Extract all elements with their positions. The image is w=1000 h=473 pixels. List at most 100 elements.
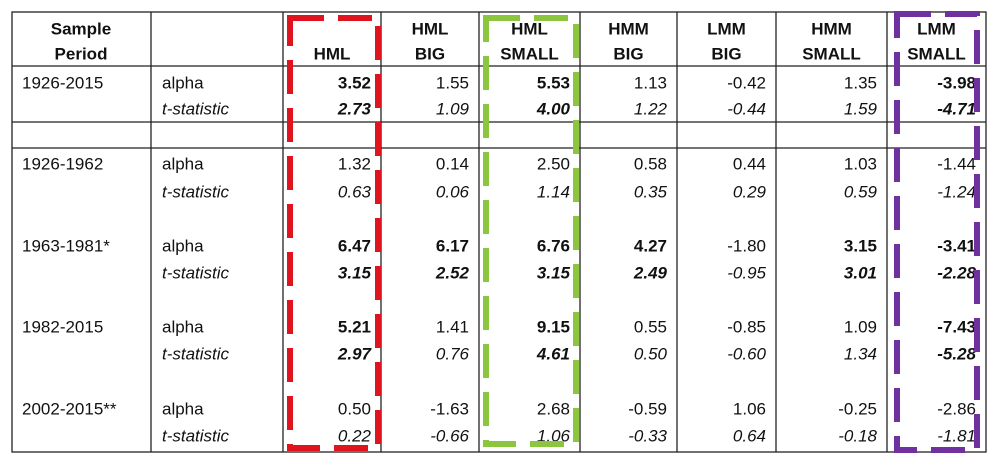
cell-value: 0.06: [436, 182, 470, 201]
period-label: 1963-1981*: [22, 236, 110, 255]
cell-value: -0.33: [628, 426, 667, 445]
header-text: BIG: [711, 44, 741, 63]
cell-value: 1.09: [436, 99, 470, 118]
cell-value: -0.66: [430, 426, 469, 445]
cell-value: 2.52: [435, 263, 470, 282]
header-text: SMALL: [907, 44, 966, 63]
cell-value: -3.41: [937, 236, 976, 255]
cell-value: 3.15: [537, 263, 571, 282]
cell-value: 6.17: [436, 236, 469, 255]
cell-value: -3.98: [937, 73, 976, 92]
cell-value: 1.14: [537, 182, 570, 201]
cell-value: 0.22: [338, 426, 372, 445]
row-label: t-statistic: [162, 426, 230, 445]
cell-value: 2.68: [537, 399, 570, 418]
table-cells: Sample Period HML HML BIG HML SMALL HMM BIG LMM BI…: [22, 19, 977, 445]
cell-value: 0.44: [733, 154, 766, 173]
header-text: HML: [314, 44, 351, 63]
cell-value: 1.03: [844, 154, 877, 173]
cell-value: 1.35: [844, 73, 877, 92]
cell-value: 3.52: [338, 73, 371, 92]
cell-value: -4.71: [937, 99, 976, 118]
cell-value: 1.06: [537, 426, 571, 445]
cell-value: -1.63: [430, 399, 469, 418]
cell-value: -1.44: [937, 154, 976, 173]
cell-value: 0.14: [436, 154, 469, 173]
cell-value: 1.09: [844, 317, 877, 336]
cell-value: -1.80: [727, 236, 766, 255]
row-label: alpha: [162, 236, 204, 255]
period-label: 1926-2015: [22, 73, 103, 92]
cell-value: 1.55: [436, 73, 469, 92]
period-label: 1982-2015: [22, 317, 103, 336]
cell-value: -2.28: [937, 263, 976, 282]
cell-value: 1.32: [338, 154, 371, 173]
cell-value: 2.73: [337, 99, 372, 118]
header-text: Sample: [51, 19, 111, 38]
cell-value: 6.76: [537, 236, 570, 255]
header-text: LMM: [917, 19, 956, 38]
row-label: alpha: [162, 73, 204, 92]
cell-value: -0.95: [727, 263, 766, 282]
cell-value: 0.29: [733, 182, 767, 201]
cell-value: -0.85: [727, 317, 766, 336]
highlight-box: [483, 15, 579, 447]
cell-value: 0.55: [634, 317, 667, 336]
cell-value: 0.50: [634, 344, 668, 363]
cell-value: -0.42: [727, 73, 766, 92]
highlight-box: [894, 11, 980, 453]
cell-value: 0.64: [733, 426, 766, 445]
cell-value: -1.24: [937, 182, 976, 201]
row-label: alpha: [162, 154, 204, 173]
row-label: t-statistic: [162, 344, 230, 363]
header-text: Period: [55, 44, 108, 63]
row-label: t-statistic: [162, 263, 230, 282]
cell-value: 4.27: [634, 236, 667, 255]
cell-value: -7.43: [937, 317, 976, 336]
cell-value: 2.50: [537, 154, 570, 173]
cell-value: -0.25: [838, 399, 877, 418]
row-label: alpha: [162, 399, 204, 418]
header-text: HMM: [608, 19, 649, 38]
cell-value: 2.97: [337, 344, 373, 363]
highlight-box: [287, 15, 381, 451]
cell-value: -1.81: [937, 426, 976, 445]
cell-value: 4.61: [536, 344, 570, 363]
cell-value: 0.50: [338, 399, 371, 418]
cell-value: 1.59: [844, 99, 878, 118]
header-text: HML: [511, 19, 548, 38]
table-border: [11, 11, 987, 453]
header-text: SMALL: [500, 44, 559, 63]
cell-value: 2.49: [633, 263, 668, 282]
cell-value: 9.15: [537, 317, 570, 336]
row-label: t-statistic: [162, 99, 230, 118]
header-text: LMM: [707, 19, 746, 38]
cell-value: 5.53: [537, 73, 570, 92]
cell-value: 1.34: [844, 344, 877, 363]
cell-value: 1.13: [634, 73, 667, 92]
cell-value: 1.41: [436, 317, 469, 336]
cell-value: 5.21: [338, 317, 371, 336]
cell-value: 1.22: [634, 99, 668, 118]
header-text: HMM: [811, 19, 852, 38]
period-label: 1926-1962: [22, 154, 103, 173]
header-text: BIG: [613, 44, 643, 63]
cell-value: 3.01: [844, 263, 877, 282]
cell-value: -5.28: [937, 344, 976, 363]
period-label: 2002-2015**: [22, 399, 117, 418]
header-text: SMALL: [802, 44, 861, 63]
row-label: t-statistic: [162, 182, 230, 201]
cell-value: 0.76: [436, 344, 470, 363]
cell-value: -0.18: [838, 426, 877, 445]
cell-value: -0.60: [727, 344, 766, 363]
cell-value: 6.47: [338, 236, 371, 255]
cell-value: -0.44: [727, 99, 766, 118]
cell-value: 0.63: [338, 182, 372, 201]
cell-value: 0.59: [844, 182, 878, 201]
cell-value: 4.00: [536, 99, 571, 118]
cell-value: 3.15: [844, 236, 877, 255]
header-text: HML: [412, 19, 449, 38]
cell-value: -2.86: [937, 399, 976, 418]
